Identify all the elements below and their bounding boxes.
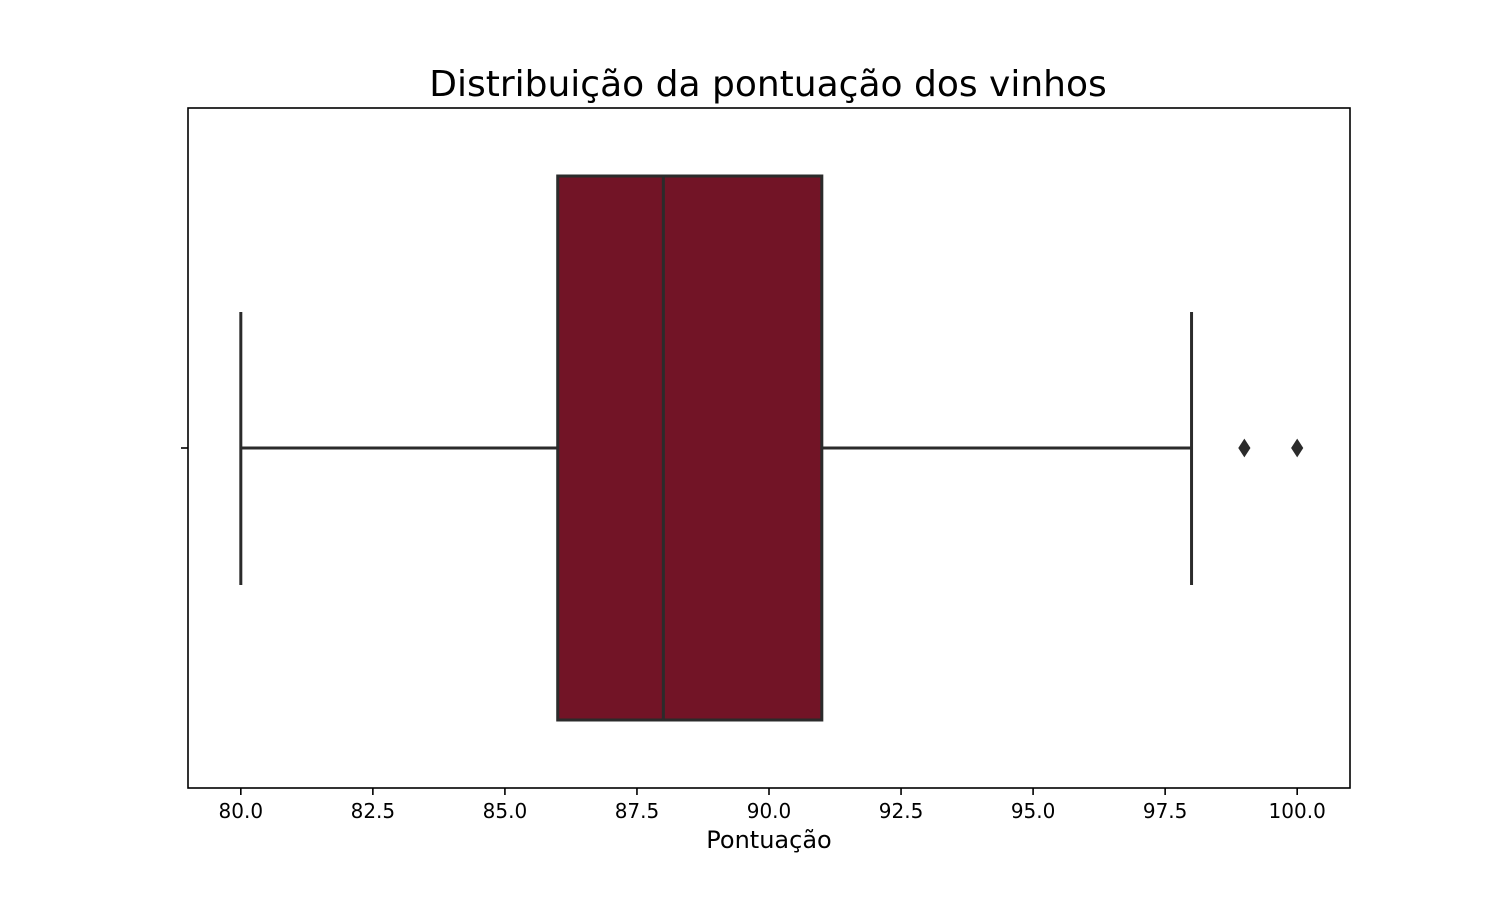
outlier-point	[1238, 438, 1251, 458]
x-tick-label: 80.0	[219, 799, 264, 823]
x-tick-label: 85.0	[483, 799, 528, 823]
x-tick-label: 97.5	[1143, 799, 1188, 823]
x-tick-label: 90.0	[747, 799, 792, 823]
boxplot-group	[239, 174, 1304, 722]
x-tick-label: 100.0	[1269, 799, 1326, 823]
x-axis-ticks: 80.0 82.5 85.0 87.5 90.0 92.5 95.0 97.5 100.0	[219, 788, 1326, 823]
x-tick-label: 92.5	[879, 799, 924, 823]
iqr-box	[556, 174, 824, 722]
x-tick-label: 82.5	[351, 799, 396, 823]
x-tick-label: 87.5	[615, 799, 660, 823]
outlier-point	[1291, 438, 1304, 458]
x-axis-label: Pontuação	[706, 826, 831, 854]
chart-title: Distribuição da pontuação dos vinhos	[429, 64, 1107, 105]
x-tick-label: 95.0	[1011, 799, 1056, 823]
